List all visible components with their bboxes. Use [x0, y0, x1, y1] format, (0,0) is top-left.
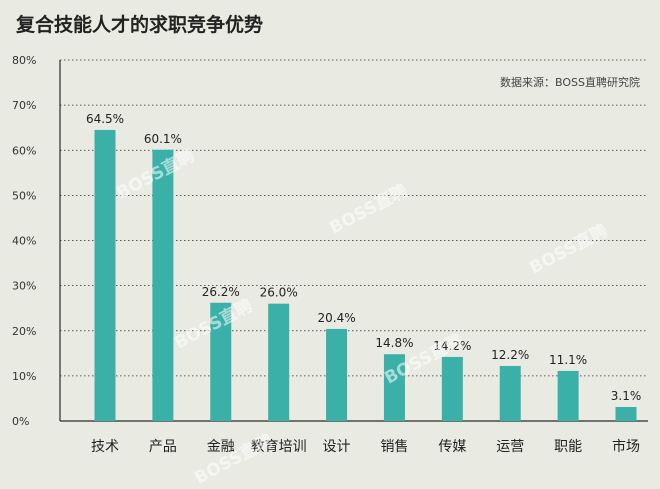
- x-tick-label: 教育培训: [251, 439, 307, 455]
- bar-value-label: 26.0%: [260, 286, 298, 300]
- bar-value-label: 12.2%: [491, 348, 529, 362]
- y-tick-label: 10%: [12, 370, 36, 383]
- x-tick-label: 职能: [554, 439, 582, 455]
- bar-value-label: 60.1%: [144, 132, 182, 146]
- x-tick-label: 产品: [149, 439, 177, 455]
- value-labels: 64.5% 60.1% 26.2% 26.0% 20.4% 14.8% 14.2% 12.2%…: [86, 112, 641, 403]
- y-tick-label: 30%: [12, 280, 36, 293]
- y-tick-label: 40%: [12, 235, 36, 248]
- bar-chart: 0% 10% 20% 30% 40% 50% 60% 70% 80% 64.5% 60.1% 26.…: [12, 54, 648, 455]
- y-tick-label: 80%: [12, 54, 36, 67]
- y-tick-label: 20%: [12, 325, 36, 338]
- bar: [268, 303, 290, 421]
- bar-value-label: 14.2%: [433, 339, 471, 353]
- x-tick-label: 销售: [380, 439, 408, 455]
- x-tick-label: 设计: [323, 439, 351, 455]
- bar-value-label: 14.8%: [375, 336, 413, 350]
- bar-value-label: 3.1%: [611, 389, 642, 403]
- bar: [499, 365, 521, 421]
- y-axis-ticks: 0% 10% 20% 30% 40% 50% 60% 70% 80%: [12, 54, 36, 428]
- bar: [94, 129, 116, 421]
- bar: [557, 370, 579, 421]
- y-tick-label: 60%: [12, 144, 36, 157]
- bar: [615, 407, 637, 421]
- bar-value-label: 11.1%: [549, 353, 587, 367]
- bar-value-label: 64.5%: [86, 112, 124, 126]
- bar-value-label: 20.4%: [317, 311, 355, 325]
- x-tick-label: 传媒: [438, 439, 466, 455]
- x-tick-label: 技术: [91, 439, 119, 455]
- y-tick-label: 0%: [12, 415, 29, 428]
- bar: [441, 356, 463, 421]
- bar-value-label: 26.2%: [202, 285, 240, 299]
- bar: [383, 354, 405, 421]
- chart-title: 复合技能人才的求职竞争优势: [16, 14, 264, 36]
- bar: [152, 149, 174, 421]
- source-note: 数据来源：BOSS直聘研究院: [500, 75, 640, 89]
- bars: [94, 129, 637, 421]
- x-tick-label: 运营: [496, 439, 524, 455]
- x-tick-label: 市场: [612, 438, 640, 455]
- bar: [326, 328, 348, 421]
- y-tick-label: 70%: [12, 99, 36, 112]
- bar: [210, 302, 232, 421]
- y-tick-label: 50%: [12, 189, 36, 202]
- x-axis-ticks: 技术 产品 金融 教育培训 设计 销售 传媒 运营 职能 市场: [91, 438, 640, 455]
- x-tick-label: 金融: [207, 439, 235, 455]
